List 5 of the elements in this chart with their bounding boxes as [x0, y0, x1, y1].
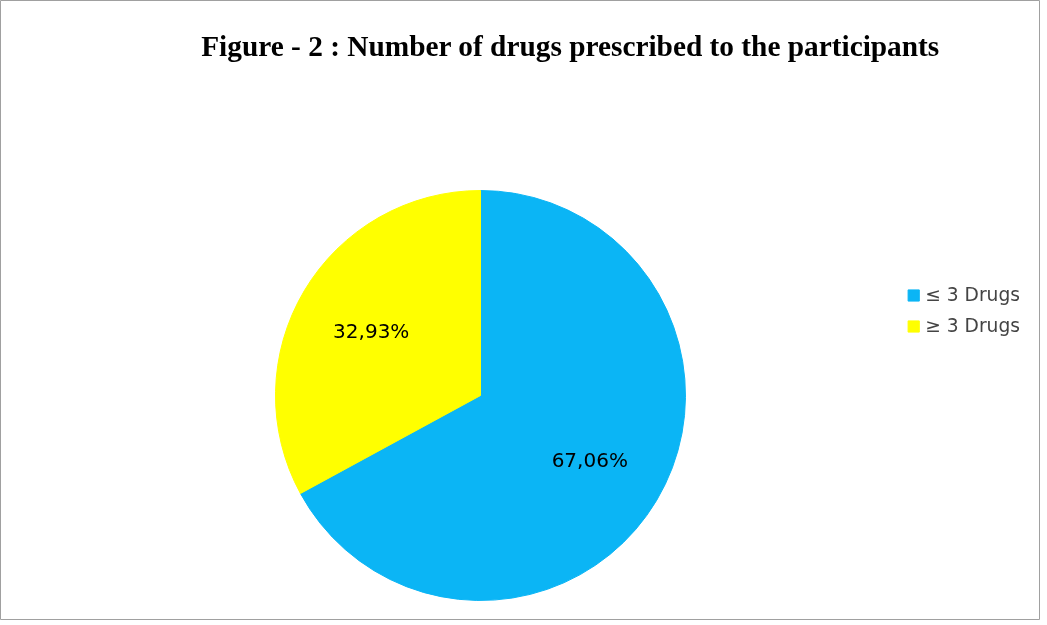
- data-label: 67,06%: [551, 448, 628, 473]
- legend-label: ≤ 3 Drugs: [925, 284, 1020, 305]
- legend-label: ≥ 3 Drugs: [925, 315, 1020, 336]
- chart-title: Figure - 2 : Number of drugs prescribed to the participants: [201, 29, 940, 62]
- data-label: 32,93%: [333, 318, 410, 343]
